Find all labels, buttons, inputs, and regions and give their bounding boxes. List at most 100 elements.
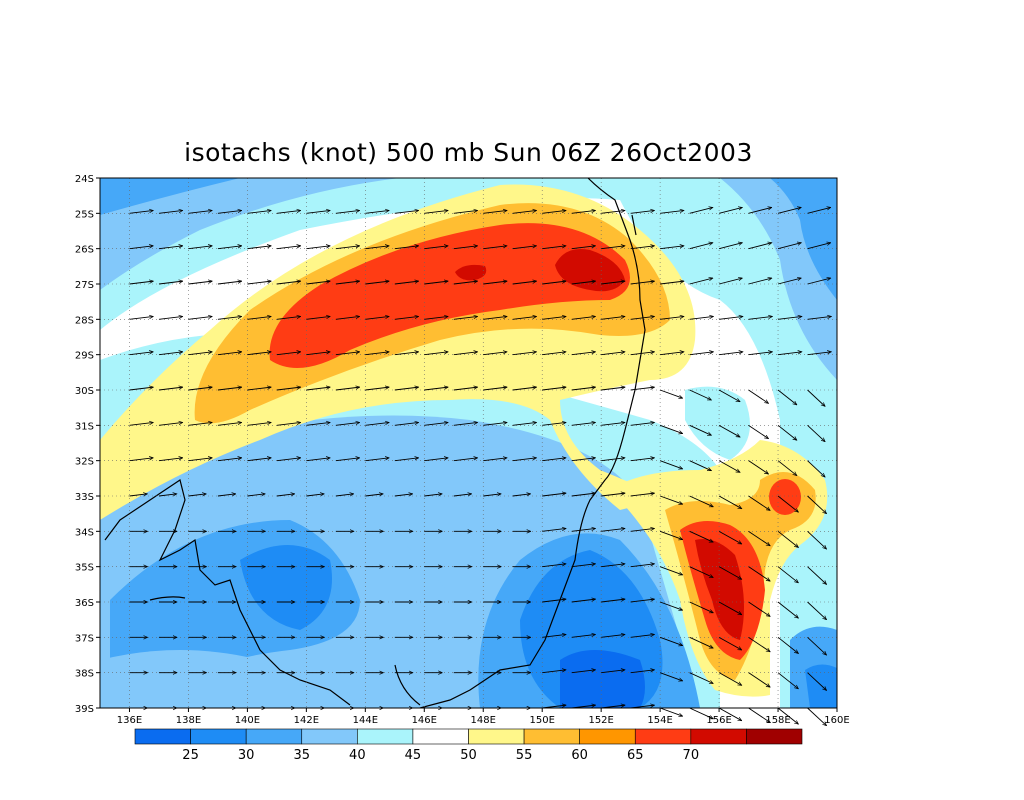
wind-arrow (777, 207, 801, 214)
lon-tick-label: 160E (824, 715, 849, 726)
wind-arrow (601, 599, 625, 603)
colorbar-box (634, 728, 692, 745)
wind-arrow (542, 599, 566, 603)
band-ne-30 (770, 178, 837, 300)
wind-arrow (542, 564, 566, 568)
wind-arrow (365, 316, 389, 320)
wind-arrow (748, 530, 771, 545)
wind-arrow (659, 707, 683, 716)
wind-arrow (188, 422, 212, 426)
wind-arrow (807, 637, 827, 655)
wind-arrow (630, 528, 655, 532)
wind-arrow (512, 422, 537, 426)
wind-arrow (365, 387, 389, 391)
wind-arrow (777, 636, 798, 653)
lon-tick-label: 144E (353, 715, 378, 726)
wind-arrow (483, 494, 501, 497)
wind-arrow (601, 246, 625, 250)
wind-arrow (601, 352, 625, 356)
lat-tick-label: 32S (75, 457, 94, 468)
wind-arrow (512, 281, 537, 285)
coastline (104, 178, 646, 708)
wind-arrow (807, 460, 826, 477)
wind-arrow (158, 352, 183, 356)
lat-tick-label: 31S (75, 421, 94, 432)
wind-arrow (306, 387, 330, 391)
wind-arrow (188, 352, 212, 356)
wind-arrow (748, 243, 772, 250)
wind-arrow (718, 566, 742, 580)
wind-arrow (748, 278, 772, 285)
wind-arrow (365, 246, 389, 250)
wind-arrow (512, 316, 537, 320)
wind-arrow (365, 352, 389, 356)
wind-arrow (748, 566, 771, 581)
wind-arrow (630, 670, 655, 674)
wind-arrow (365, 458, 389, 462)
coastline-east (419, 178, 646, 708)
wind-arrow (158, 246, 183, 250)
wind-arrow (276, 316, 301, 320)
wind-arrow (571, 528, 596, 532)
wind-arrow (777, 495, 798, 512)
colorbar-label: 60 (571, 748, 588, 763)
wind-arrow (217, 352, 242, 356)
wind-arrow (630, 422, 655, 426)
wind-arrow (424, 387, 448, 391)
wind-arrow (777, 601, 798, 618)
wind-arrow (306, 316, 330, 320)
wind-arrow (571, 670, 596, 674)
wind-arrow (483, 387, 507, 391)
wind-arrow (807, 495, 827, 514)
wind-arrow (158, 281, 183, 285)
wind-arrow (807, 707, 827, 726)
wind-arrow (306, 246, 330, 250)
wind-arrow (129, 494, 147, 497)
wind-arrow (158, 316, 183, 320)
colorbar-box (523, 728, 580, 745)
wind-arrow (188, 458, 212, 462)
colorbar-box (746, 728, 803, 745)
wind-arrow (188, 387, 212, 391)
wind-arrow (394, 246, 419, 250)
wind-arrow (453, 387, 478, 391)
wind-arrow (660, 352, 684, 356)
wind-arrow (217, 210, 242, 214)
wind-arrow (689, 495, 714, 508)
wind-arrow (306, 458, 330, 462)
wind-arrow (247, 458, 271, 462)
colorbar-labels: 25 30 35 40 45 50 55 60 65 70 (182, 748, 699, 763)
wind-arrow (777, 672, 798, 689)
wind-arrow (424, 246, 448, 250)
wind-arrow (335, 458, 360, 462)
wind-arrow (335, 281, 360, 285)
wind-arrow (424, 422, 448, 426)
wind-arrow (247, 246, 271, 250)
lat-tick-label: 38S (75, 669, 94, 680)
band-sc-20 (560, 650, 645, 708)
wind-arrow (718, 707, 742, 721)
wind-arrow (188, 210, 212, 214)
wind-arrow (659, 495, 683, 504)
wind-arrow (718, 278, 742, 285)
lon-tick-label: 136E (117, 715, 142, 726)
lat-tick-label: 34S (75, 527, 94, 538)
wind-arrow (601, 528, 625, 532)
wind-arrow (335, 316, 360, 320)
wind-arrow (689, 243, 713, 250)
wind-vectors (129, 207, 831, 725)
wind-arrow (129, 458, 153, 462)
wind-arrow (335, 246, 360, 250)
lat-tick-label: 28S (75, 315, 94, 326)
wind-arrow (453, 352, 478, 356)
wind-arrow (689, 530, 714, 543)
band-65-70-b (455, 264, 487, 281)
band-e-40 (685, 386, 750, 460)
band-e-cell (769, 479, 801, 515)
wind-arrow (365, 210, 389, 214)
wind-arrow (689, 352, 714, 356)
colorbar-label: 30 (238, 748, 255, 763)
wind-arrow (718, 207, 742, 214)
wind-arrow (542, 493, 566, 497)
wind-arrow (601, 493, 625, 497)
